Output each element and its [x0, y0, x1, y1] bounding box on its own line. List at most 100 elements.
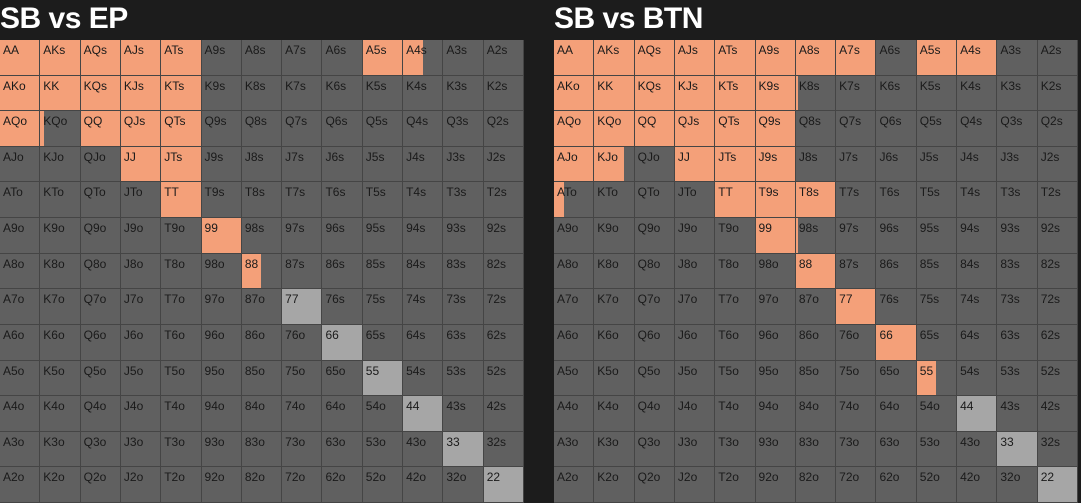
hand-label: K4o — [597, 399, 619, 414]
hand-label: 42s — [486, 399, 507, 414]
hand-label: J2s — [1040, 149, 1060, 164]
raise-fill — [554, 111, 594, 146]
hand-cell: 63s — [443, 324, 484, 361]
hand-label: A6s — [325, 43, 347, 57]
hand-cell: Q3s — [997, 111, 1038, 147]
hand-label: TT — [164, 185, 179, 200]
hand-cell: 76o — [282, 324, 323, 361]
hand-cell: K4s — [957, 75, 998, 112]
hand-cell: A6o — [0, 324, 41, 361]
hand-label: J4o — [123, 399, 144, 414]
hand-label: Q4o — [83, 399, 107, 414]
hand-label: 83s — [1000, 256, 1020, 271]
raise-fill — [161, 75, 201, 111]
hand-cell: QTs — [715, 111, 756, 147]
hand-label: 96o — [758, 327, 779, 342]
hand-cell: J8o — [674, 253, 716, 290]
hand-label: Q8o — [83, 256, 107, 271]
hand-cell: 32s — [1037, 431, 1078, 468]
hand-cell: A3s — [997, 40, 1038, 76]
hand-label: Q5s — [919, 114, 942, 129]
call-fill — [1037, 467, 1077, 502]
hand-cell: 87s — [836, 253, 877, 290]
hand-cell: Q4o — [80, 396, 121, 432]
hand-cell: A2s — [1037, 40, 1078, 76]
hand-cell: 33 — [443, 431, 484, 468]
hand-cell: T5o — [161, 360, 202, 397]
hand-cell: 75o — [836, 360, 877, 397]
hand-label: K4s — [406, 78, 427, 93]
hand-cell: 42s — [1037, 396, 1078, 432]
hand-cell: T4s — [957, 182, 998, 219]
hand-cell: A4o — [554, 396, 595, 432]
hand-cell: A6o — [554, 324, 595, 361]
hand-cell: K6s — [322, 75, 363, 112]
hand-cell: Q4s — [957, 111, 998, 147]
raise-fill — [80, 111, 120, 146]
hand-cell: 75s — [362, 289, 404, 325]
hand-cell: Q7s — [836, 111, 877, 147]
hand-label: J5s — [919, 149, 939, 164]
hand-label: 92o — [204, 470, 225, 485]
hand-label: 32s — [1040, 434, 1061, 449]
hand-label: KK — [43, 78, 60, 93]
hand-cell: 74o — [836, 396, 877, 432]
hand-label: T5s — [919, 185, 940, 200]
hand-cell: Q5o — [634, 360, 675, 397]
hand-cell: J6s — [876, 146, 917, 183]
hand-cell: K5o — [594, 360, 635, 397]
hand-label: KJo — [43, 149, 64, 164]
hand-cell: AKo — [0, 75, 41, 112]
hand-cell: T5o — [715, 360, 756, 397]
hand-cell: QTo — [80, 182, 121, 219]
hand-cell: 64s — [403, 324, 444, 361]
hand-cell: K9s — [755, 75, 796, 112]
call-fill — [483, 467, 523, 502]
hand-label: K5o — [597, 363, 619, 378]
hand-label: 32s — [486, 434, 507, 449]
hand-label: Q2o — [637, 470, 661, 485]
raise-fill — [674, 75, 715, 111]
hand-cell: Q8s — [241, 111, 283, 147]
hand-label: T9s — [758, 185, 779, 200]
hand-cell: T8o — [161, 253, 202, 290]
hand-label: 44 — [406, 399, 420, 414]
raise-fill — [795, 218, 798, 253]
hand-label: TT — [718, 185, 733, 200]
hand-cell: T4s — [403, 182, 444, 219]
hand-label: Q3o — [83, 434, 107, 449]
hand-label: Q4s — [960, 114, 983, 129]
hand-cell: 44 — [957, 396, 998, 432]
hand-label: 53s — [446, 363, 466, 378]
hand-label: K8s — [798, 78, 820, 93]
hand-cell: 98s — [241, 218, 283, 254]
hand-label: T8o — [718, 256, 739, 271]
call-fill — [957, 396, 997, 431]
hand-label: 65s — [919, 327, 940, 342]
hand-cell: 54s — [957, 360, 998, 397]
hand-cell: J9o — [120, 218, 162, 254]
hand-label: 43s — [446, 399, 466, 414]
hand-label: J3o — [123, 434, 144, 449]
hand-label: J5o — [677, 363, 698, 378]
hand-cell: A9s — [201, 40, 242, 76]
hand-label: QJo — [83, 149, 106, 164]
hand-label: AA — [557, 43, 574, 57]
hand-label: 62o — [325, 470, 346, 485]
hand-cell: T3s — [443, 182, 484, 219]
hand-label: K9s — [758, 78, 780, 93]
hand-label: 99 — [758, 221, 772, 236]
hand-label: J3o — [677, 434, 698, 449]
hand-cell: 63o — [322, 431, 363, 468]
raise-fill — [916, 40, 957, 75]
hand-label: 95o — [204, 363, 225, 378]
hand-cell: K9s — [201, 75, 242, 112]
hand-cell: Q9s — [201, 111, 242, 147]
hand-cell: A5s — [362, 40, 404, 76]
hand-cell: J5s — [916, 146, 958, 183]
hand-label: A3s — [1000, 43, 1022, 57]
hand-label: 97o — [758, 292, 779, 307]
hand-label: K2o — [43, 470, 65, 485]
hand-label: J3s — [1000, 149, 1020, 164]
hand-label: 87o — [798, 292, 819, 307]
